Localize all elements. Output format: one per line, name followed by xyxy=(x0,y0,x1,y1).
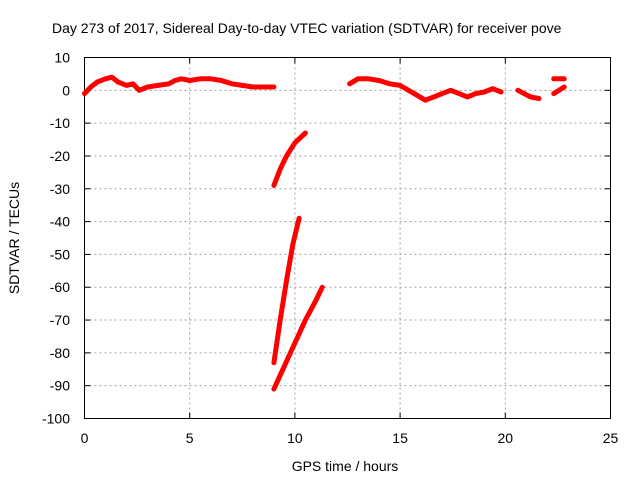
x-tick-label: 20 xyxy=(498,430,514,446)
tick-layer: 10 0 -10 -20 -30 -40 -50 -60 -70 -80 -90 -100 0 5 10 15… xyxy=(42,50,619,447)
y-tick-label: -40 xyxy=(50,214,70,230)
series-track-8 xyxy=(551,84,567,97)
y-tick-label: -80 xyxy=(50,345,70,361)
series-track-1 xyxy=(82,74,277,97)
y-tick-label: -100 xyxy=(42,411,70,427)
y-tick-label: 0 xyxy=(62,82,70,98)
series-layer xyxy=(82,74,567,392)
x-tick-label: 25 xyxy=(603,430,619,446)
chart-title: Day 273 of 2017, Sidereal Day-to-day VTE… xyxy=(52,20,562,36)
x-tick-label: 5 xyxy=(186,430,194,446)
x-axis-label: GPS time / hours xyxy=(292,458,399,474)
y-tick-label: -20 xyxy=(50,148,70,164)
x-tick-label: 15 xyxy=(392,430,408,446)
x-tick-label: 0 xyxy=(81,430,89,446)
grid-layer xyxy=(84,57,611,419)
y-tick-label: -50 xyxy=(50,246,70,262)
series-track-6 xyxy=(515,87,542,101)
plot-frame xyxy=(84,57,611,419)
series-track-5 xyxy=(347,76,504,103)
series-track-4 xyxy=(271,284,325,392)
y-tick-label: -10 xyxy=(50,115,70,131)
y-tick-label: -90 xyxy=(50,378,70,394)
y-axis-label: SDTVAR / TECUs xyxy=(6,182,22,294)
x-tick-label: 10 xyxy=(287,430,303,446)
series-track-3 xyxy=(271,215,302,366)
series-track-2 xyxy=(271,130,308,188)
y-tick-label: 10 xyxy=(54,50,70,66)
y-tick-label: -60 xyxy=(50,279,70,295)
y-tick-label: -70 xyxy=(50,312,70,328)
y-tick-label: -30 xyxy=(50,181,70,197)
